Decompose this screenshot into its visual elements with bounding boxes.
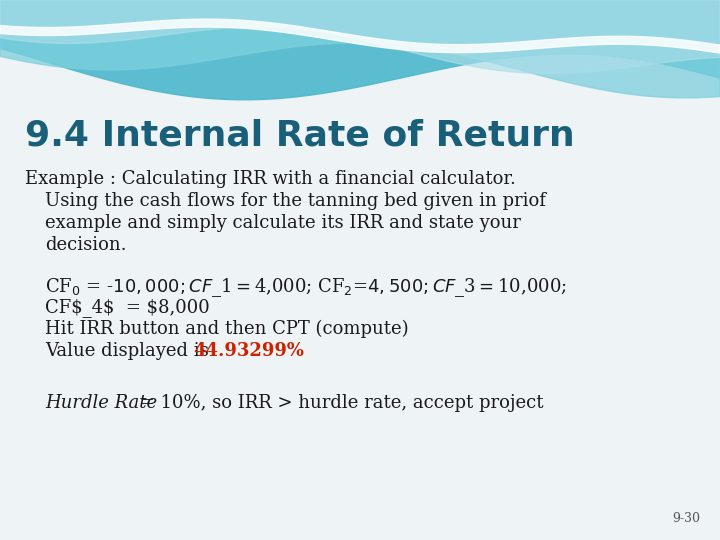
Text: 9-30: 9-30 bbox=[672, 512, 700, 525]
Polygon shape bbox=[0, 19, 720, 53]
Polygon shape bbox=[0, 0, 720, 73]
Text: CF$_4$  = $8,000: CF$_4$ = $8,000 bbox=[45, 298, 210, 317]
Text: Hurdle Rate: Hurdle Rate bbox=[45, 394, 157, 412]
Text: Example : Calculating IRR with a financial calculator.: Example : Calculating IRR with a financi… bbox=[25, 170, 516, 188]
Text: example and simply calculate its IRR and state your: example and simply calculate its IRR and… bbox=[45, 214, 521, 232]
Text: 44.93299%: 44.93299% bbox=[193, 342, 304, 360]
Text: Value displayed is: Value displayed is bbox=[45, 342, 215, 360]
Text: Using the cash flows for the tanning bed given in priof: Using the cash flows for the tanning bed… bbox=[45, 192, 546, 210]
Text: decision.: decision. bbox=[45, 236, 127, 254]
Text: 9.4 Internal Rate of Return: 9.4 Internal Rate of Return bbox=[25, 118, 575, 152]
Polygon shape bbox=[0, 0, 720, 100]
Text: CF$_0$ = -$10,000; CF$_1$ = $4,000; CF$_2$=$4,500; CF$_3$ = $10,000;: CF$_0$ = -$10,000; CF$_1$ = $4,000; CF$_… bbox=[45, 276, 567, 299]
Text: Hit IRR button and then CPT (compute): Hit IRR button and then CPT (compute) bbox=[45, 320, 409, 338]
Text: = 10%, so IRR > hurdle rate, accept project: = 10%, so IRR > hurdle rate, accept proj… bbox=[134, 394, 543, 412]
Polygon shape bbox=[0, 0, 720, 98]
